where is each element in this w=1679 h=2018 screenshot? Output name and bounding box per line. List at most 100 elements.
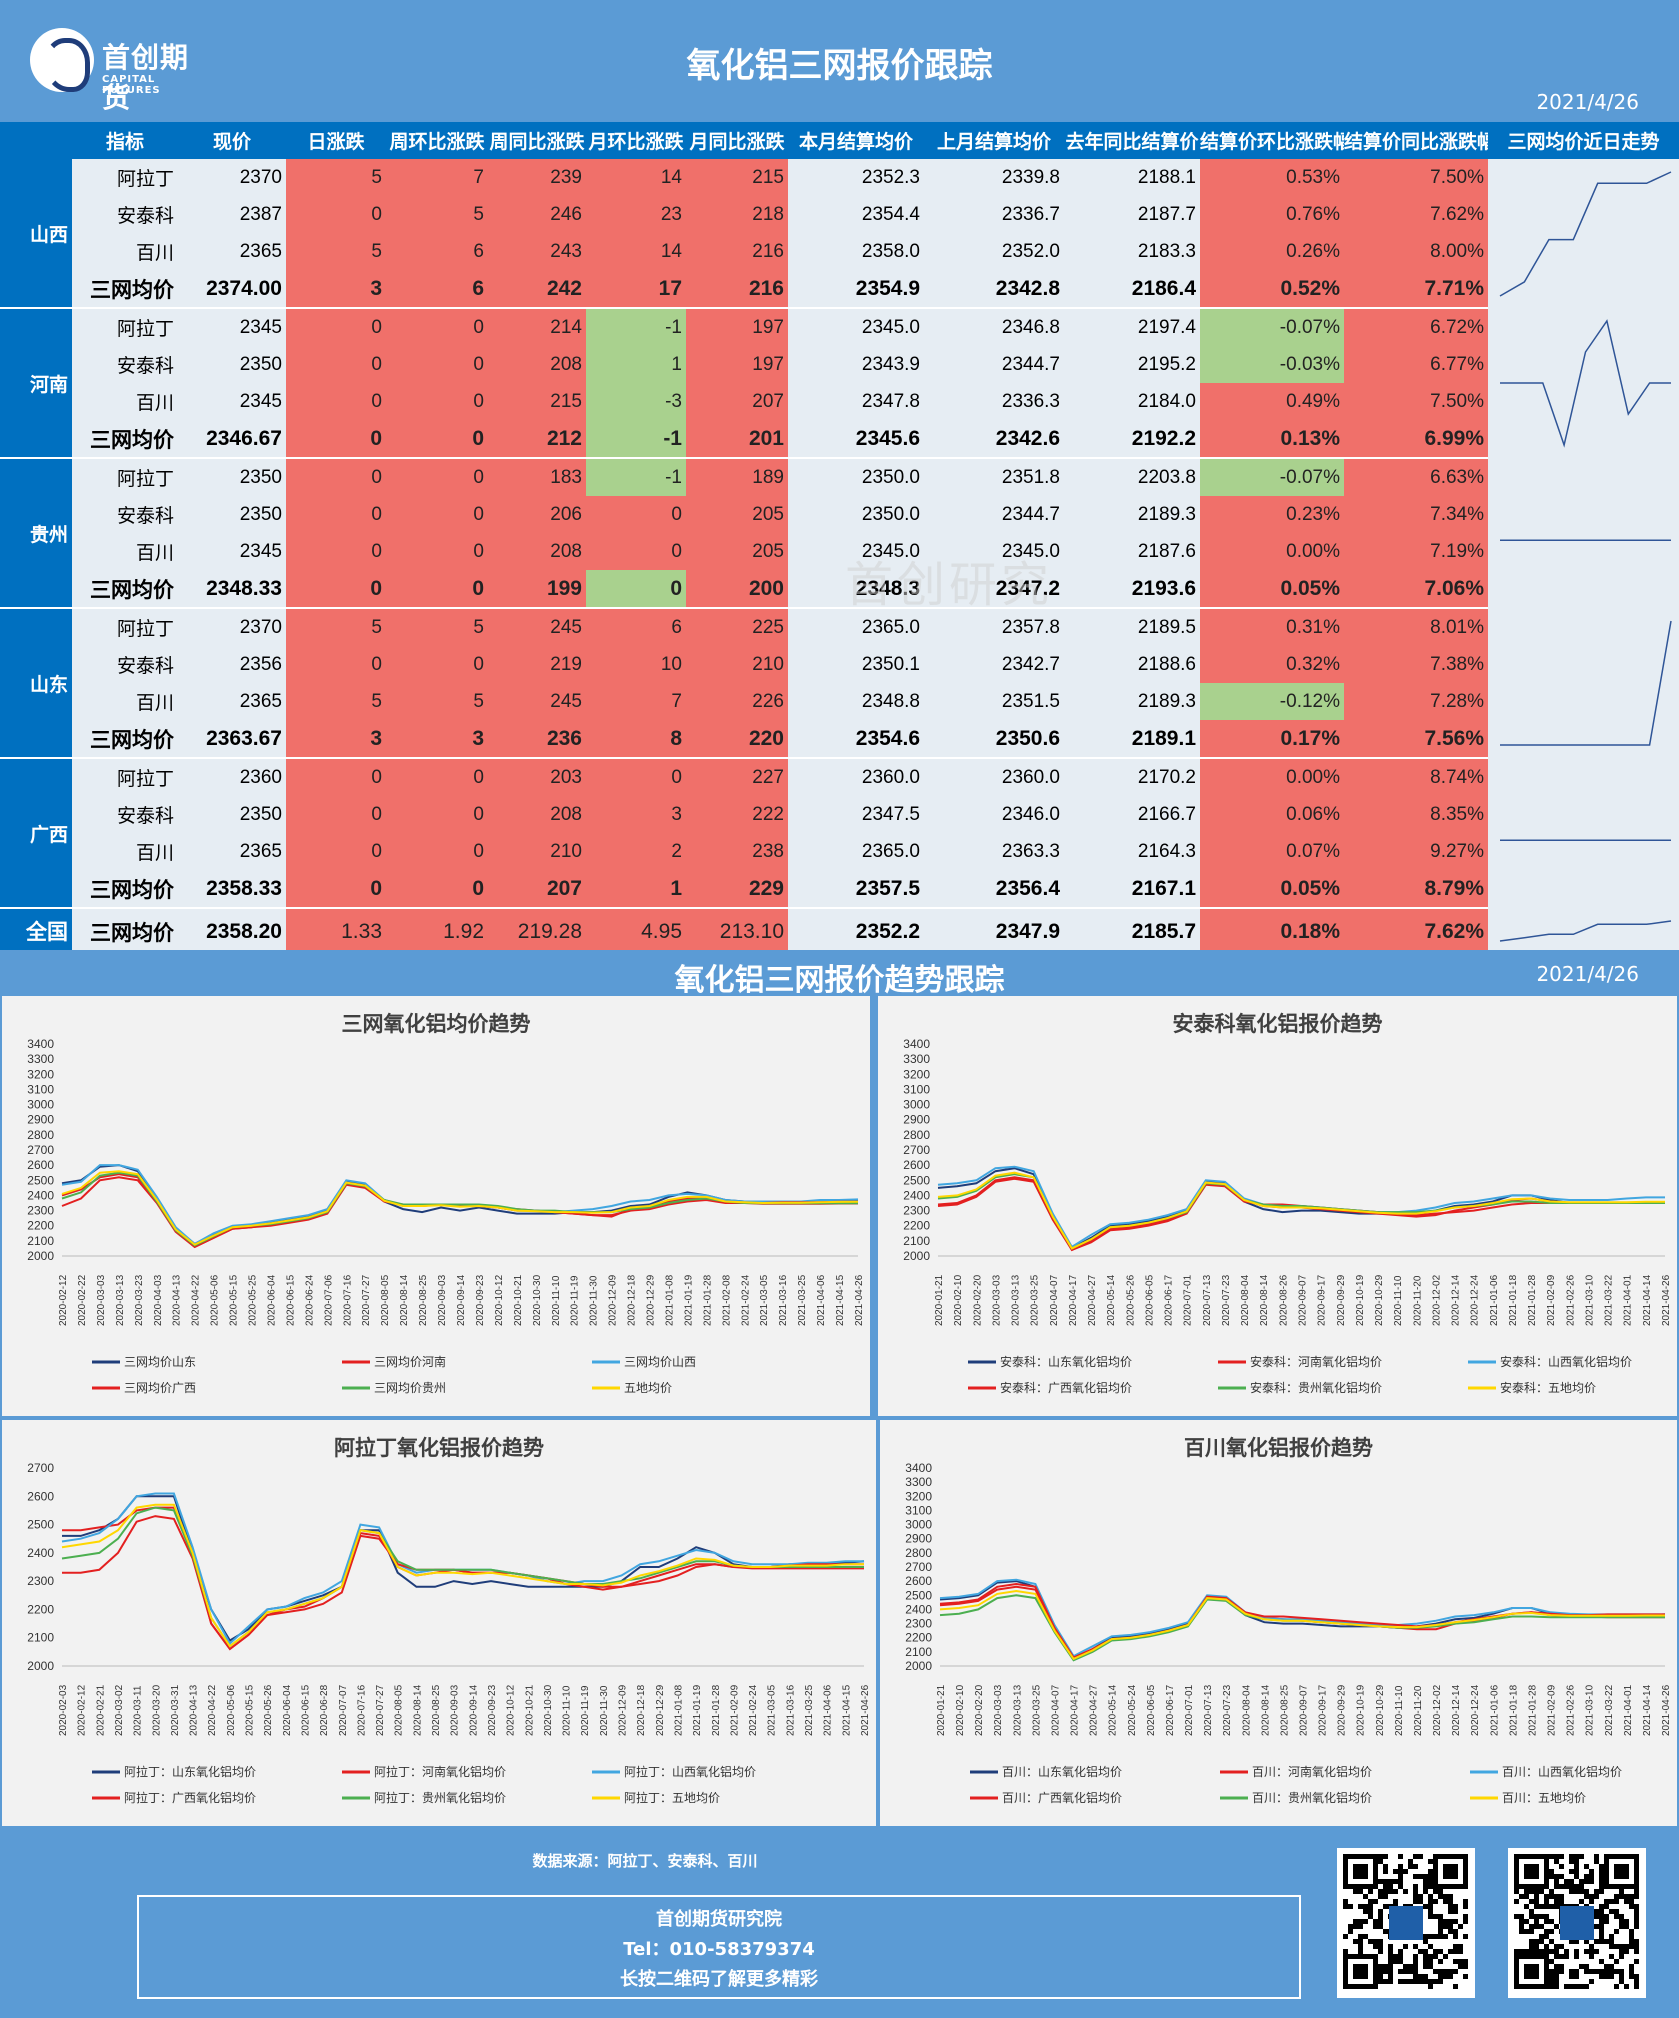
header-cell: 周环比涨跌 — [386, 122, 488, 159]
x-tick-label: 2020-05-14 — [1108, 1684, 1119, 1736]
x-tick-label: 2020-09-23 — [475, 1274, 486, 1326]
value-cell: 2351.8 — [924, 458, 1064, 496]
value-cell: 0 — [286, 533, 386, 570]
y-tick-label: 2300 — [27, 1204, 54, 1218]
row-label: 阿拉丁 — [72, 458, 178, 496]
value-cell: 0 — [386, 533, 488, 570]
value-cell: 0 — [286, 796, 386, 833]
value-cell: 7.62% — [1344, 908, 1488, 954]
x-tick-label: 2021-04-06 — [816, 1274, 827, 1326]
y-tick-label: 2200 — [905, 1631, 932, 1645]
value-cell: 0 — [386, 870, 488, 909]
value-cell: 200 — [686, 570, 788, 609]
value-cell: 0 — [286, 420, 386, 459]
legend-label: 安泰科：五地均价 — [1500, 1380, 1596, 1395]
value-cell: 0.00% — [1200, 533, 1344, 570]
x-tick-label: 2020-07-23 — [1221, 1274, 1232, 1326]
x-tick-label: 2021-01-18 — [1508, 1274, 1519, 1326]
x-tick-label: 2020-12-18 — [627, 1274, 638, 1326]
x-tick-label: 2020-08-04 — [1240, 1274, 1251, 1326]
table-row: 三网均价 2346.67 0 0 212 -1 201 2345.6 2342.6 2192.2 0… — [0, 420, 1679, 459]
value-cell: 0.23% — [1200, 496, 1344, 533]
x-tick-label: 2021-02-24 — [748, 1684, 759, 1736]
legend-label: 三网均价河南 — [374, 1354, 446, 1369]
x-tick-label: 2021-01-06 — [1489, 1684, 1500, 1736]
logo-text-cn: 首创期货 — [102, 41, 190, 114]
section2-band — [0, 950, 1679, 994]
y-tick-label: 2200 — [27, 1219, 54, 1233]
table-row: 安泰科 2356 0 0 219 10 210 2350.1 2342.7 2188.6 0.32%… — [0, 646, 1679, 683]
header-cell: 结算价同比涨跌幅 — [1344, 122, 1488, 159]
qr-code-icon[interactable] — [1508, 1848, 1646, 1998]
legend-label: 阿拉丁：山西氧化铝均价 — [624, 1764, 756, 1779]
x-tick-label: 2020-09-03 — [437, 1274, 448, 1326]
x-tick-label: 2020-06-24 — [304, 1274, 315, 1326]
sparkline-series — [1499, 920, 1672, 942]
x-tick-label: 2020-01-21 — [936, 1684, 947, 1736]
value-cell: 2188.1 — [1064, 159, 1200, 196]
value-cell: 2346.8 — [924, 308, 1064, 346]
value-cell: 0 — [386, 833, 488, 870]
x-tick-label: 2020-07-01 — [1184, 1684, 1195, 1736]
value-cell: 2365.0 — [788, 608, 924, 646]
legend-label: 安泰科：河南氧化铝均价 — [1250, 1354, 1382, 1369]
value-cell: 2348.8 — [788, 683, 924, 720]
legend-label: 百川：贵州氧化铝均价 — [1252, 1790, 1372, 1805]
value-cell: 2370 — [178, 608, 286, 646]
x-tick-label: 2021-01-28 — [1527, 1684, 1538, 1736]
value-cell: 0 — [586, 758, 686, 796]
x-tick-label: 2020-01-21 — [934, 1274, 945, 1326]
value-cell: 2387 — [178, 196, 286, 233]
x-tick-label: 2020-06-17 — [1164, 1274, 1175, 1326]
value-cell: 210 — [488, 833, 586, 870]
value-cell: 8.74% — [1344, 758, 1488, 796]
x-tick-label: 2020-08-14 — [412, 1684, 423, 1736]
table-row: 安泰科 2350 0 0 208 1 197 2343.9 2344.7 2195.2 -0.03%… — [0, 346, 1679, 383]
value-cell: 6.72% — [1344, 308, 1488, 346]
value-cell: 2363.67 — [178, 720, 286, 759]
value-cell: 3 — [286, 720, 386, 759]
value-cell: 2352.2 — [788, 908, 924, 954]
value-cell: 2365 — [178, 683, 286, 720]
header-cell: 上月结算均价 — [924, 122, 1064, 159]
table-row: 山东 阿拉丁 2370 5 5 245 6 225 2365.0 2357.8 2189.5 0.31… — [0, 608, 1679, 759]
table-row: 百川 2345 0 0 215 -3 207 2347.8 2336.3 2184.0 0.49% 7… — [0, 383, 1679, 420]
row-label: 三网均价 — [72, 570, 178, 609]
series-line — [61, 1170, 859, 1246]
value-cell: 2336.7 — [924, 196, 1064, 233]
value-cell: -0.03% — [1200, 346, 1344, 383]
row-label: 阿拉丁 — [72, 159, 178, 196]
row-label: 三网均价 — [72, 270, 178, 309]
value-cell: 2342.8 — [924, 270, 1064, 309]
x-tick-label: 2020-05-15 — [229, 1274, 240, 1326]
value-cell: 6 — [386, 233, 488, 270]
value-cell: 0.05% — [1200, 570, 1344, 609]
x-tick-label: 2021-01-28 — [711, 1684, 722, 1736]
value-cell: 219 — [488, 646, 586, 683]
y-tick-label: 2800 — [903, 1128, 930, 1142]
y-tick-label: 2600 — [27, 1158, 54, 1172]
value-cell: 0 — [286, 833, 386, 870]
x-tick-label: 2021-01-08 — [673, 1684, 684, 1736]
x-tick-label: 2020-10-29 — [1375, 1684, 1386, 1736]
value-cell: 2345 — [178, 533, 286, 570]
y-tick-label: 3200 — [903, 1067, 930, 1081]
value-cell: 0 — [286, 196, 386, 233]
legend-label: 五地均价 — [624, 1381, 672, 1395]
value-cell: 2343.9 — [788, 346, 924, 383]
value-cell: 2370 — [178, 159, 286, 196]
x-tick-label: 2020-02-12 — [58, 1274, 69, 1326]
sparkline-series — [1500, 620, 1672, 746]
x-tick-label: 2020-07-27 — [361, 1274, 372, 1326]
value-cell: 0 — [386, 420, 488, 459]
row-label: 百川 — [72, 233, 178, 270]
qr-code-icon[interactable] — [1337, 1848, 1475, 1998]
value-cell: 219.28 — [488, 908, 586, 954]
value-cell: 2347.8 — [788, 383, 924, 420]
x-tick-label: 2020-06-17 — [1165, 1684, 1176, 1736]
value-cell: 208 — [488, 796, 586, 833]
x-tick-label: 2020-08-14 — [1259, 1274, 1270, 1326]
value-cell: 8.01% — [1344, 608, 1488, 646]
value-cell: 0.18% — [1200, 908, 1344, 954]
